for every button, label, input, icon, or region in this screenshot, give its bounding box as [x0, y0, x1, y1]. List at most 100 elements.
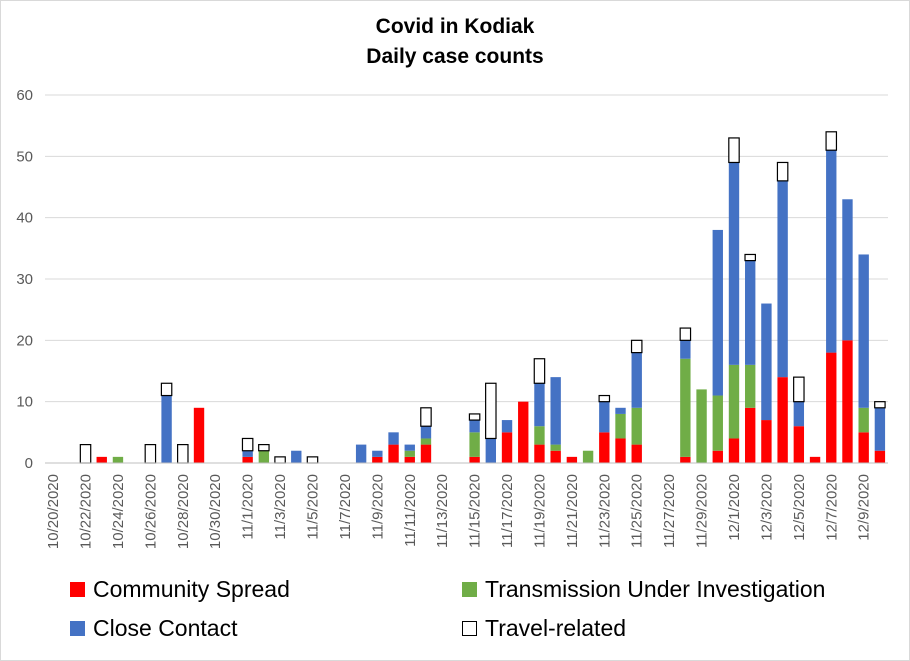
- x-tick-label: 12/7/2020: [823, 474, 840, 541]
- x-tick-label: 11/27/2020: [661, 474, 678, 548]
- x-tick-label: 10/20/2020: [45, 474, 62, 549]
- y-tick-label: 10: [16, 394, 33, 411]
- bar-travel-related: [274, 456, 286, 464]
- bar-transmission-under-investigation: [696, 389, 707, 463]
- x-tick-label: 10/22/2020: [78, 474, 95, 549]
- legend-swatch-community-spread: [70, 582, 85, 597]
- bar-travel-related: [825, 131, 838, 151]
- bar-community-spread: [566, 456, 578, 463]
- x-tick-label: 11/19/2020: [531, 474, 548, 548]
- bar-transmission-under-investigation: [712, 395, 723, 451]
- legend-swatch-close-contact: [70, 621, 85, 636]
- bar-close-contact: [745, 260, 756, 365]
- bar-close-contact: [420, 426, 432, 439]
- y-tick-label: 50: [16, 148, 33, 165]
- legend-label: Transmission Under Investigation: [485, 576, 826, 602]
- bar-community-spread: [777, 377, 788, 463]
- bar-close-contact: [161, 395, 172, 463]
- bar-travel-related: [793, 376, 805, 403]
- bar-close-contact: [874, 407, 886, 451]
- y-tick-label: 0: [25, 455, 33, 472]
- bar-community-spread: [615, 438, 626, 463]
- x-tick-label: 11/23/2020: [596, 474, 613, 548]
- bar-transmission-under-investigation: [404, 450, 415, 457]
- bar-close-contact: [777, 180, 788, 378]
- x-tick-label: 11/1/2020: [240, 474, 257, 540]
- x-tick-label: 11/7/2020: [337, 474, 354, 540]
- bar-travel-related: [420, 407, 432, 427]
- bar-community-spread: [842, 340, 853, 463]
- bar-travel-related: [241, 437, 254, 452]
- bar-community-spread: [404, 456, 415, 463]
- bar-close-contact: [858, 254, 869, 408]
- x-tick-label: 12/5/2020: [791, 474, 808, 541]
- x-tick-label: 11/21/2020: [564, 474, 581, 548]
- x-tick-label: 11/11/2020: [402, 474, 419, 547]
- bar-travel-related: [776, 161, 789, 182]
- legend-item-transmission-under-investigation: Transmission Under Investigation: [462, 576, 825, 603]
- bar-travel-related: [79, 444, 92, 464]
- legend-label: Travel-related: [485, 615, 627, 641]
- bar-transmission-under-investigation: [615, 413, 626, 439]
- chart-title-block: Covid in Kodiak Daily case counts: [0, 12, 910, 72]
- bar-transmission-under-investigation: [728, 364, 740, 439]
- chart-subtitle: Daily case counts: [366, 45, 544, 68]
- bar-community-spread: [469, 456, 480, 463]
- x-tick-label: 11/17/2020: [499, 474, 516, 548]
- y-tick-label: 20: [16, 332, 33, 349]
- bar-travel-related: [598, 394, 611, 403]
- x-tick-label: 11/13/2020: [434, 474, 451, 548]
- x-tick-label: 10/26/2020: [142, 474, 159, 549]
- legend: Community Spread Transmission Under Inve…: [70, 576, 870, 656]
- legend-item-community-spread: Community Spread: [70, 576, 290, 603]
- chart-title: Covid in Kodiak: [375, 15, 535, 38]
- x-tick-label: 12/3/2020: [758, 474, 775, 541]
- x-tick-label: 12/1/2020: [726, 474, 743, 541]
- bar-close-contact: [372, 450, 383, 457]
- bar-transmission-under-investigation: [420, 438, 432, 445]
- legend-item-travel-related: Travel-related: [462, 615, 626, 642]
- bar-travel-related: [744, 253, 756, 262]
- bar-close-contact: [761, 303, 772, 421]
- bar-community-spread: [728, 438, 740, 463]
- bar-community-spread: [193, 407, 205, 463]
- bars: [79, 131, 886, 464]
- bar-transmission-under-investigation: [858, 407, 869, 433]
- bar-community-spread: [680, 456, 691, 463]
- bar-transmission-under-investigation: [582, 450, 594, 463]
- plot-area: 0 10 20 30 40 50 60 10/20/2020 10/22/2020 10/24/…: [16, 87, 888, 549]
- bar-close-contact: [501, 420, 513, 433]
- bar-travel-related: [874, 401, 886, 409]
- bar-community-spread: [501, 432, 513, 463]
- bar-transmission-under-investigation: [534, 426, 545, 445]
- bar-close-contact: [388, 432, 399, 445]
- bar-community-spread: [631, 444, 642, 463]
- bar-travel-related: [258, 444, 270, 452]
- legend-label: Community Spread: [93, 576, 290, 602]
- bar-community-spread: [793, 426, 805, 463]
- bar-travel-related: [728, 137, 740, 164]
- legend-swatch-transmission: [462, 582, 477, 597]
- bar-close-contact: [355, 444, 367, 463]
- y-axis-ticks: 0 10 20 30 40 50 60: [16, 87, 33, 472]
- bar-close-contact: [291, 450, 302, 463]
- bar-close-contact: [793, 401, 805, 427]
- bar-close-contact: [599, 401, 610, 433]
- bar-travel-related: [160, 382, 173, 397]
- bar-transmission-under-investigation: [258, 450, 270, 463]
- x-tick-label: 11/25/2020: [629, 474, 646, 548]
- bar-close-contact: [485, 438, 497, 463]
- bar-close-contact: [615, 407, 626, 414]
- bar-community-spread: [518, 401, 529, 463]
- bar-travel-related: [144, 444, 157, 464]
- x-tick-label: 11/15/2020: [467, 474, 484, 548]
- bar-travel-related: [306, 456, 319, 464]
- bar-close-contact: [728, 162, 740, 365]
- bar-community-spread: [712, 450, 723, 463]
- bar-close-contact: [842, 199, 853, 341]
- y-tick-label: 30: [16, 271, 33, 288]
- bar-transmission-under-investigation: [631, 407, 642, 445]
- bar-close-contact: [534, 383, 545, 427]
- x-tick-label: 10/28/2020: [175, 474, 192, 549]
- bar-community-spread: [388, 444, 399, 463]
